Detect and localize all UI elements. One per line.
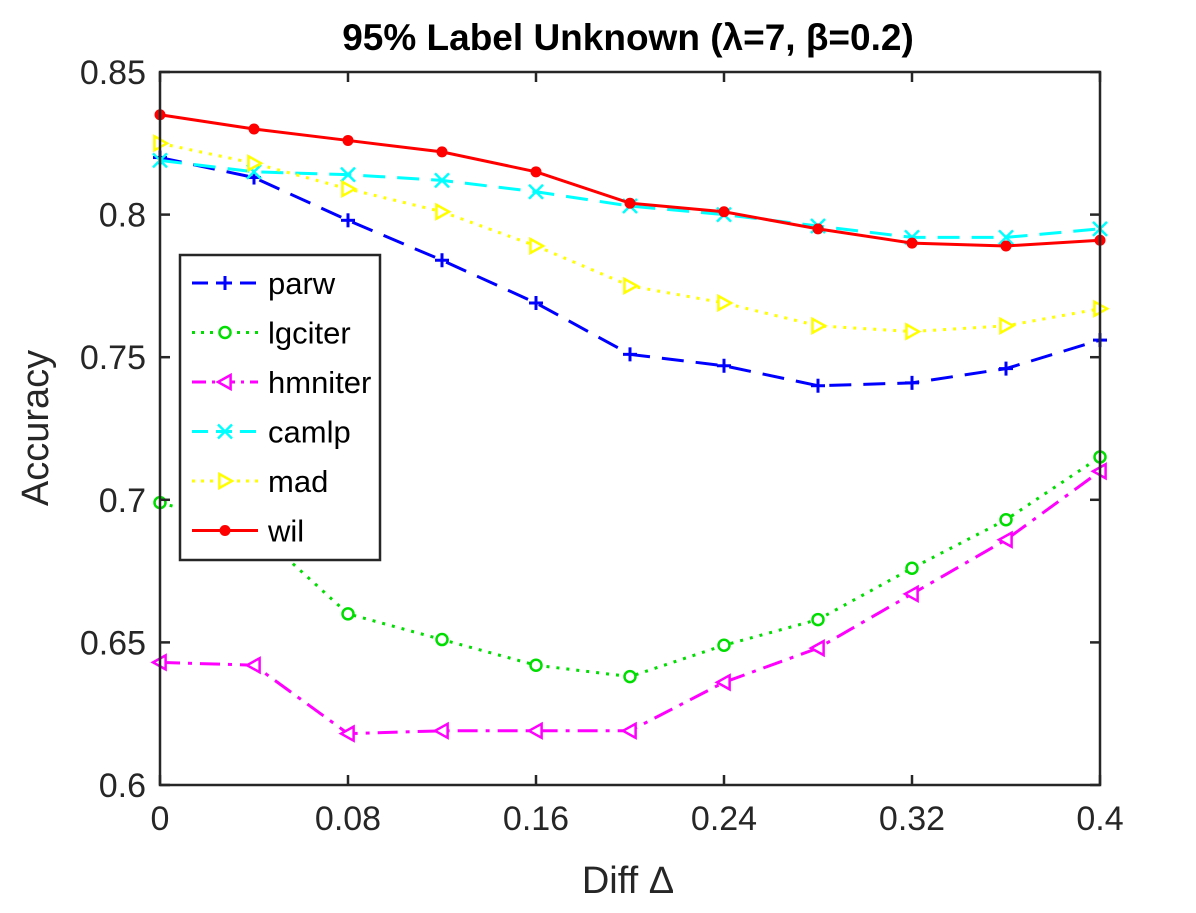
point-wil-6 xyxy=(718,206,730,218)
point-mad-6 xyxy=(717,293,734,313)
point-hmniter-5 xyxy=(620,721,637,740)
legend-label-wil: wil xyxy=(267,514,304,549)
x-tick-label-0: 0 xyxy=(151,800,170,838)
point-camlp-2 xyxy=(340,166,356,183)
point-lgciter-4 xyxy=(529,658,543,672)
point-camlp-3-b xyxy=(434,172,450,189)
point-parw-5 xyxy=(623,347,637,362)
legend-marker-camlp-b xyxy=(217,423,233,440)
point-lgciter-9 xyxy=(999,513,1013,527)
legend-entry-hmniter: hmniter xyxy=(192,365,371,400)
legend-marker-lgciter xyxy=(218,325,232,340)
point-mad-4 xyxy=(529,236,546,256)
point-camlp-2-b xyxy=(340,166,356,183)
legend-entry-lgciter: lgciter xyxy=(192,316,351,351)
point-camlp-1-b xyxy=(246,163,262,180)
legend-label-hmniter: hmniter xyxy=(268,365,371,400)
legend-entry-parw: parw xyxy=(192,266,336,301)
x-axis-title: Diff Δ xyxy=(582,860,674,902)
point-lgciter-6 xyxy=(717,638,731,653)
point-hmniter-6 xyxy=(714,673,731,692)
legend-label-parw: parw xyxy=(268,266,336,301)
point-wil-5 xyxy=(624,197,636,209)
x-tick-label-2: 0.16 xyxy=(503,800,569,838)
point-lgciter-8 xyxy=(905,561,919,575)
point-hmniter-2 xyxy=(338,724,355,743)
point-hmniter-8 xyxy=(902,584,919,604)
legend-label-lgciter: lgciter xyxy=(268,316,351,351)
point-lgciter-7 xyxy=(811,612,825,627)
series-layer xyxy=(150,109,1110,743)
axes-layer: 0.6 0.65 0.7 0.75 0.8 0.85 0 0.08 0.16 0.24 0.32 0.… xyxy=(80,54,1124,838)
y-axis-title: Accuracy xyxy=(15,350,57,506)
legend-entry-camlp: camlp xyxy=(192,415,351,450)
series-line-camlp xyxy=(159,158,1101,239)
x-tick-label-4: 0.32 xyxy=(879,800,945,838)
point-hmniter-4 xyxy=(526,721,543,740)
series-wil xyxy=(154,109,1106,252)
point-hmniter-1 xyxy=(244,656,261,675)
point-hmniter-3 xyxy=(432,721,449,740)
point-mad-1 xyxy=(247,154,264,173)
point-mad-8 xyxy=(905,322,922,341)
point-wil-8 xyxy=(906,237,918,249)
x-tick-label-5: 0.4 xyxy=(1076,800,1123,838)
legend-marker-camlp xyxy=(217,423,233,440)
point-lgciter-5 xyxy=(623,669,637,684)
point-parw-7 xyxy=(811,378,825,393)
point-camlp-9-b xyxy=(998,229,1014,246)
x-tick-label-3: 0.24 xyxy=(691,800,757,838)
legend-label-camlp: camlp xyxy=(268,415,351,450)
legend-marker-hmniter xyxy=(215,372,232,392)
point-camlp-9 xyxy=(998,229,1014,246)
legend-marker-mad xyxy=(218,471,235,491)
point-parw-8 xyxy=(905,375,919,390)
legend-marker-wil xyxy=(219,525,231,536)
point-wil-2 xyxy=(342,134,354,146)
point-parw-2 xyxy=(341,213,355,228)
point-camlp-4 xyxy=(528,183,544,200)
legend-box xyxy=(178,253,382,562)
point-parw-9 xyxy=(999,361,1013,376)
point-hmniter-7 xyxy=(808,638,825,658)
point-mad-9 xyxy=(999,316,1016,335)
point-parw-6 xyxy=(717,358,731,373)
point-wil-7 xyxy=(812,223,824,235)
y-tick-label-4: 0.8 xyxy=(99,197,146,235)
y-tick-label-5: 0.85 xyxy=(80,54,146,92)
point-mad-5 xyxy=(623,276,640,296)
point-mad-2 xyxy=(341,179,358,199)
series-mad xyxy=(153,134,1110,341)
point-camlp-4-b xyxy=(528,183,544,200)
point-wil-9 xyxy=(1000,240,1012,252)
point-hmniter-9 xyxy=(996,530,1013,549)
point-wil-4 xyxy=(530,166,542,178)
y-tick-label-2: 0.7 xyxy=(99,482,146,520)
series-line-lgciter xyxy=(159,455,1101,679)
point-parw-3 xyxy=(435,253,449,268)
legend-label-mad: mad xyxy=(268,464,328,499)
point-wil-1 xyxy=(248,123,260,135)
point-parw-4 xyxy=(529,296,543,311)
plot-frame xyxy=(158,70,1102,787)
point-camlp-3 xyxy=(434,172,450,189)
legend-marker-parw xyxy=(218,276,232,290)
point-mad-3 xyxy=(435,202,452,221)
legend-entry-wil: wil xyxy=(192,514,304,549)
point-lgciter-2 xyxy=(341,607,355,621)
y-tick-label-1: 0.65 xyxy=(80,624,146,662)
chart-title: 95% Label Unknown (λ=7, β=0.2) xyxy=(342,17,914,58)
point-lgciter-3 xyxy=(435,632,449,647)
legend-entry-mad: mad xyxy=(192,464,328,499)
point-wil-3 xyxy=(436,146,448,158)
point-mad-7 xyxy=(811,316,828,335)
x-tick-label-1: 0.08 xyxy=(315,800,381,838)
y-tick-label-3: 0.75 xyxy=(80,339,146,377)
y-tick-label-0: 0.6 xyxy=(99,767,146,805)
legend: parw lgciter hmniter camlp mad wil xyxy=(178,253,382,562)
